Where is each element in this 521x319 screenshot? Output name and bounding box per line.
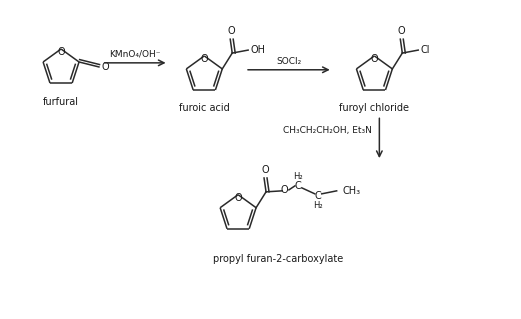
Text: furfural: furfural <box>43 97 79 107</box>
Text: O: O <box>234 193 242 203</box>
Text: H₂: H₂ <box>293 172 303 181</box>
Text: O: O <box>227 26 235 36</box>
Text: C: C <box>294 181 301 191</box>
Text: O: O <box>57 47 65 57</box>
Text: Cl: Cl <box>420 45 430 55</box>
Text: KMnO₄/OH⁻: KMnO₄/OH⁻ <box>109 50 161 59</box>
Text: furoyl chloride: furoyl chloride <box>339 103 410 114</box>
Text: propyl furan-2-carboxylate: propyl furan-2-carboxylate <box>213 254 343 264</box>
Text: CH₃: CH₃ <box>343 186 361 196</box>
Text: O: O <box>280 185 288 195</box>
Text: SOCl₂: SOCl₂ <box>276 57 302 66</box>
Text: O: O <box>201 54 208 64</box>
Text: O: O <box>398 26 405 36</box>
Text: O: O <box>370 54 378 64</box>
Text: C: C <box>314 191 321 201</box>
Text: OH: OH <box>250 45 265 55</box>
Text: CH₃CH₂CH₂OH, Et₃N: CH₃CH₂CH₂OH, Et₃N <box>282 126 371 135</box>
Text: O: O <box>102 62 109 72</box>
Text: H₂: H₂ <box>313 201 322 210</box>
Text: furoic acid: furoic acid <box>179 103 230 114</box>
Text: O: O <box>261 165 269 175</box>
